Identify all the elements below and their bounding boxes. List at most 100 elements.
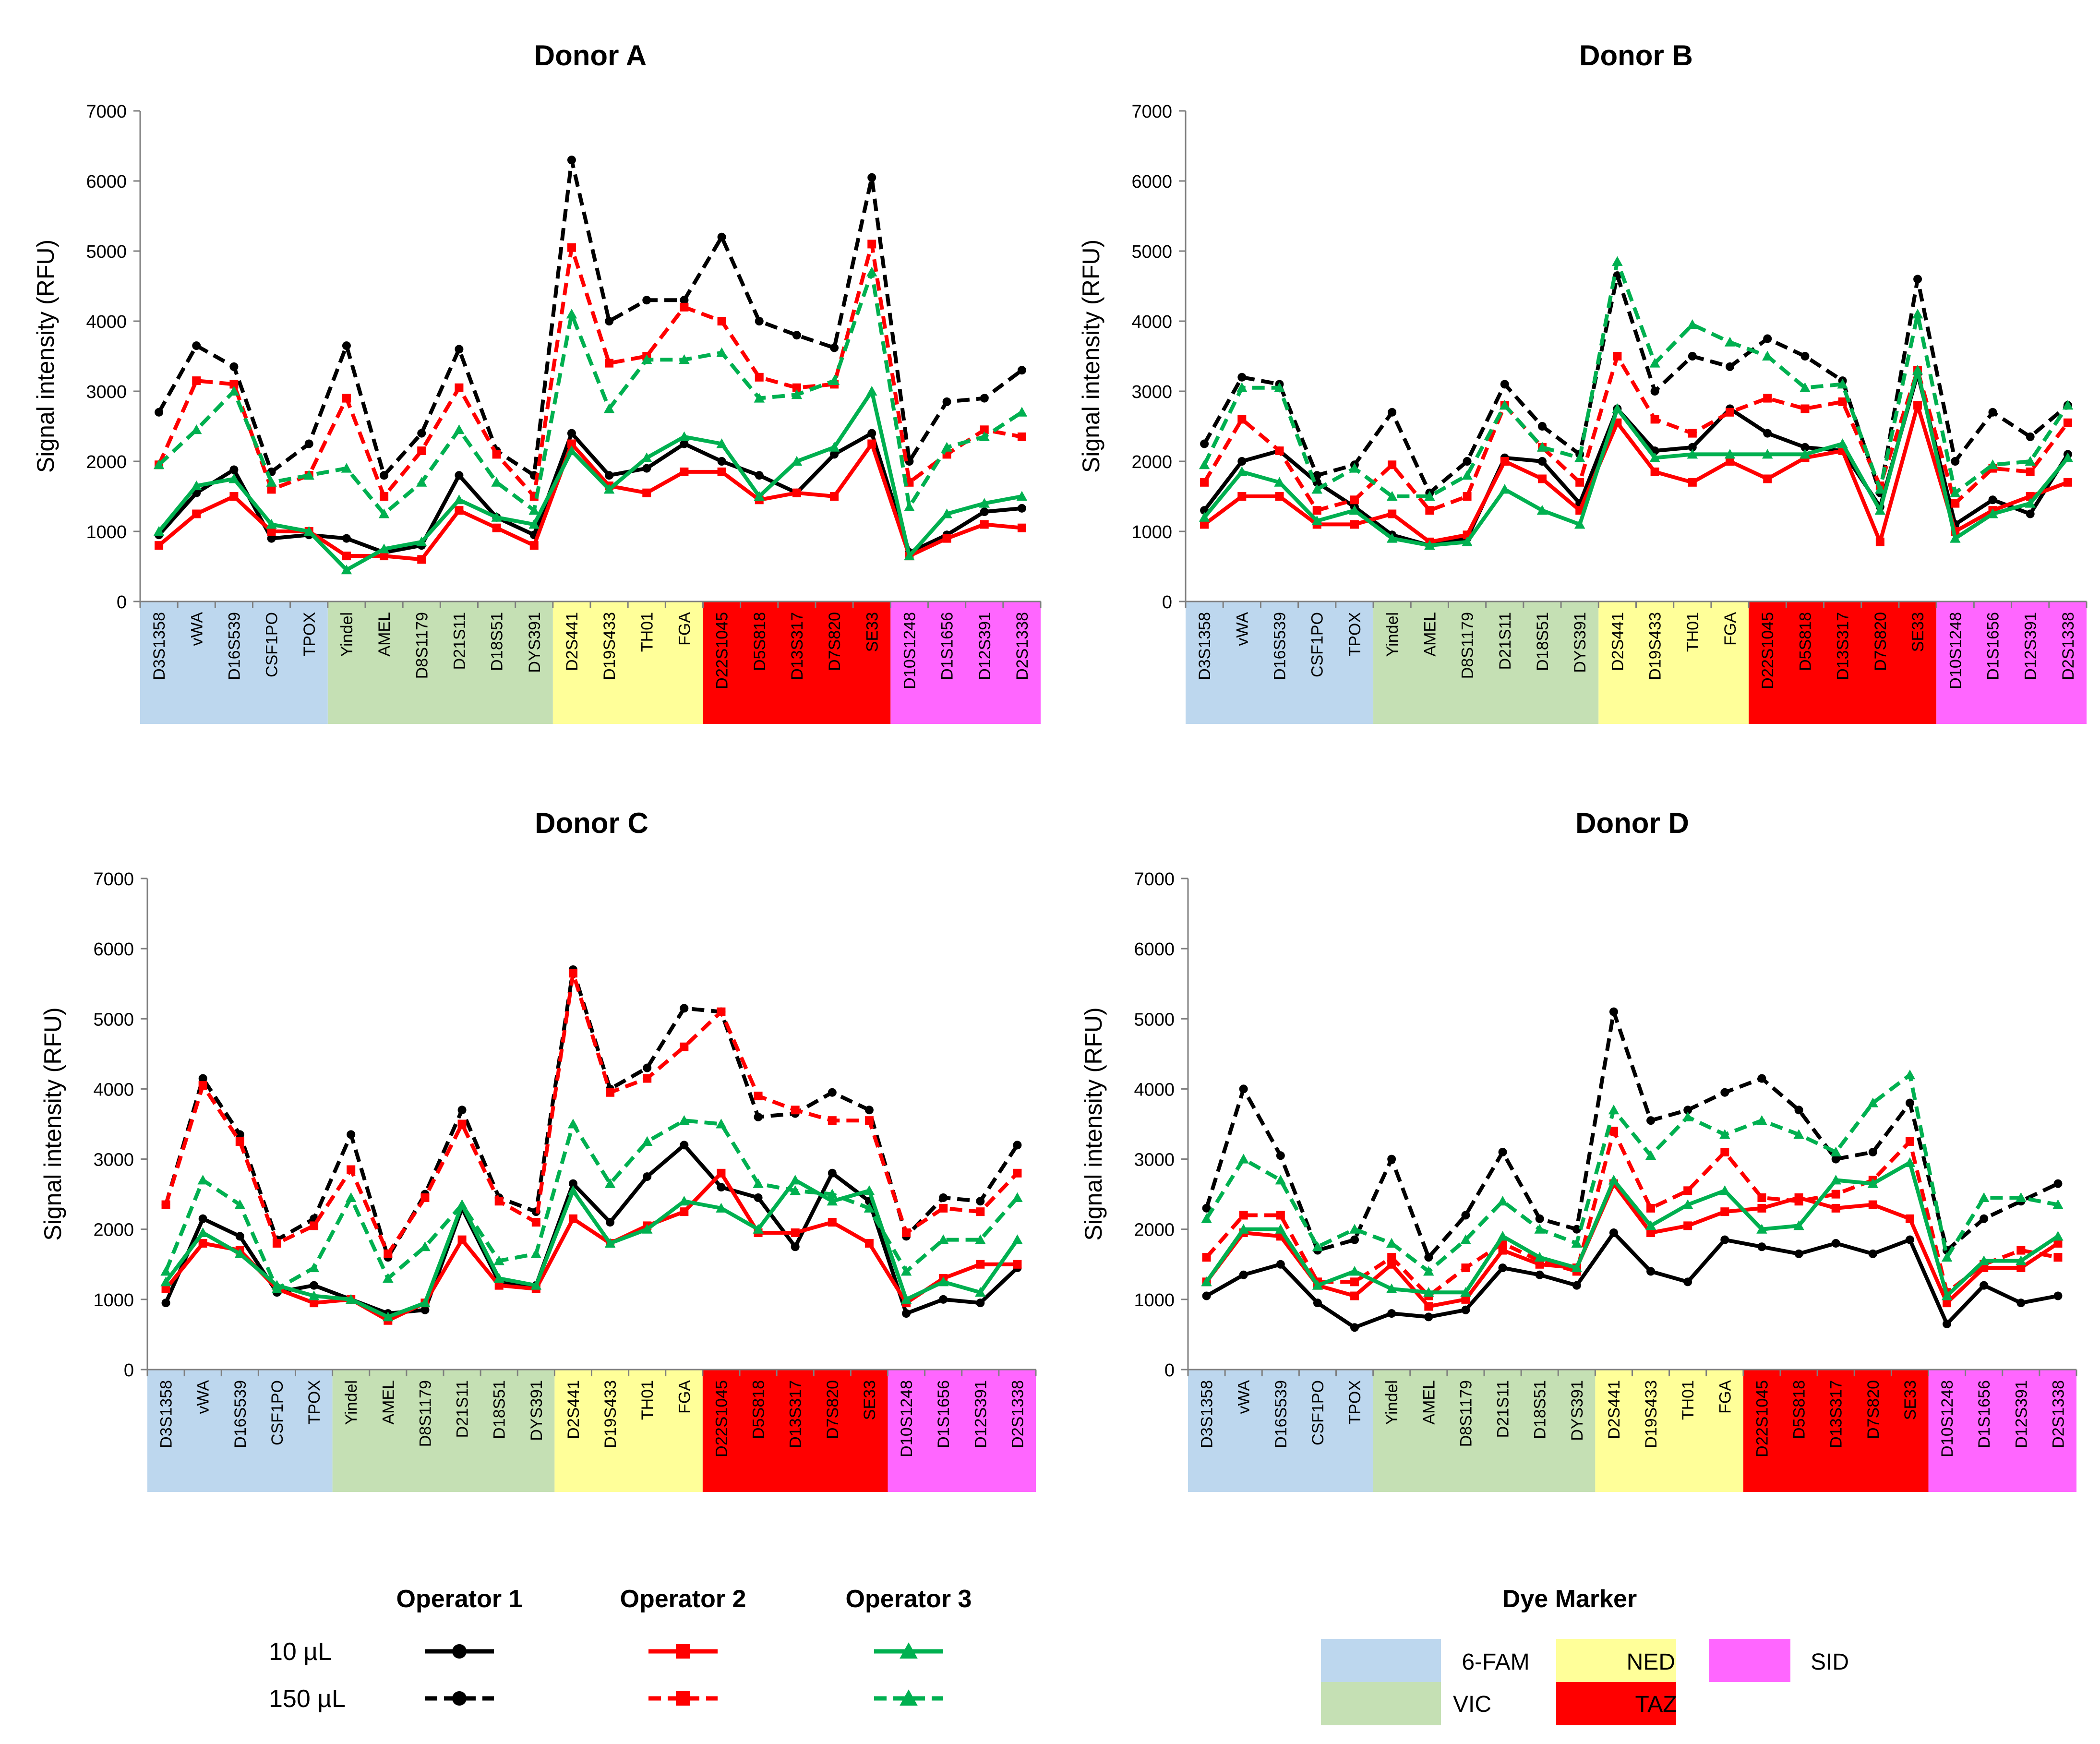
y-tick-label: 3000: [1134, 1150, 1175, 1170]
x-tick-label: D10S1248: [900, 612, 919, 689]
data-point: [939, 1295, 948, 1304]
y-tick-label: 3000: [93, 1150, 134, 1170]
x-tick-label: AMEL: [379, 1380, 397, 1425]
y-tick-label: 0: [1162, 592, 1172, 613]
data-point: [1719, 1129, 1730, 1139]
data-point: [530, 1248, 542, 1258]
data-point: [1534, 1224, 1545, 1234]
data-point: [457, 1119, 467, 1129]
data-point: [1387, 1253, 1396, 1262]
x-tick-label: D13S317: [788, 612, 806, 680]
data-point: [1460, 1287, 1471, 1297]
x-tick-label: D2S1338: [1008, 1380, 1027, 1448]
data-point: [1646, 1228, 1656, 1238]
data-point: [1500, 457, 1509, 466]
data-point: [1202, 1253, 1211, 1262]
data-point: [1757, 1203, 1766, 1213]
data-point: [1386, 533, 1398, 543]
data-point: [1574, 452, 1585, 462]
data-point: [1017, 432, 1026, 441]
data-point: [1275, 446, 1284, 456]
data-point: [754, 1193, 763, 1202]
data-point: [790, 1175, 801, 1185]
legend-dye-label: VIC: [1453, 1692, 1491, 1717]
data-point: [1951, 457, 1960, 466]
data-point: [1349, 1266, 1360, 1276]
data-point: [1650, 387, 1659, 396]
x-tick-label: D22S1045: [1759, 612, 1777, 689]
series-line: [164, 967, 1019, 1260]
data-point: [235, 1232, 244, 1241]
x-tick-label: TPOX: [1346, 612, 1364, 657]
data-point: [1423, 1266, 1434, 1276]
x-tick-label: D16S539: [1272, 1380, 1290, 1448]
data-point: [680, 439, 689, 448]
x-tick-label: D8S1179: [416, 1380, 434, 1447]
x-tick-label: D3S1358: [150, 612, 168, 680]
data-point: [457, 1235, 467, 1244]
data-point: [1461, 1305, 1470, 1314]
data-point: [345, 1294, 357, 1304]
data-point: [828, 375, 840, 385]
data-point: [1239, 1270, 1248, 1279]
data-point: [717, 317, 726, 325]
data-point: [1688, 443, 1697, 452]
series-4: [155, 240, 1026, 501]
x-tick-label: CSF1PO: [268, 1380, 287, 1445]
data-point: [864, 1106, 874, 1115]
data-point: [229, 362, 239, 371]
data-point: [1683, 1106, 1692, 1115]
data-point: [680, 302, 689, 312]
x-tick-label: SE33: [1901, 1380, 1920, 1420]
data-point: [754, 491, 765, 501]
data-point: [1276, 1151, 1285, 1160]
legend-volume-label: 150 µL: [269, 1685, 346, 1713]
data-point: [603, 403, 615, 413]
data-point: [1534, 1251, 1545, 1262]
data-point: [567, 1185, 579, 1195]
dye-group-box-6-fam: [1186, 601, 1374, 724]
data-point: [867, 429, 876, 438]
x-tick-label: AMEL: [375, 612, 394, 657]
data-point: [1535, 1214, 1544, 1223]
data-point: [272, 1239, 281, 1248]
y-tick-label: 0: [117, 592, 127, 613]
x-tick-label: D8S1179: [1459, 612, 1477, 679]
data-point: [1830, 1175, 1841, 1185]
data-point: [568, 1179, 577, 1188]
data-point: [197, 1175, 208, 1185]
legend-dye-swatch-sid: [1709, 1639, 1790, 1682]
series-6: [1199, 256, 2074, 501]
data-point: [1276, 1211, 1285, 1220]
data-point: [1239, 1084, 1248, 1094]
data-point: [864, 1116, 874, 1125]
x-tick-label: FGA: [1721, 612, 1740, 646]
x-tick-label: D7S820: [1872, 612, 1890, 671]
data-point: [491, 477, 502, 487]
data-point: [1867, 1097, 1879, 1107]
data-point: [1943, 1299, 1952, 1308]
dye-group-box-taz: [703, 601, 891, 724]
data-point: [716, 1119, 727, 1129]
data-point: [605, 317, 614, 325]
data-point: [2053, 1179, 2063, 1188]
x-tick-label: SE33: [863, 612, 881, 652]
chart-panel-4: Donor D Signal intensity (RFU) 0 1000 2000 30…: [1080, 807, 2077, 1492]
x-tick-label: D5S818: [751, 612, 769, 671]
data-point: [942, 397, 951, 406]
y-tick-label: 1000: [93, 1290, 134, 1311]
data-point: [1274, 477, 1285, 487]
data-point: [1726, 362, 1735, 371]
data-point: [1794, 1249, 1803, 1258]
data-point: [1012, 1234, 1023, 1244]
data-point: [1794, 1197, 1803, 1206]
data-point: [342, 534, 351, 543]
data-point: [380, 492, 389, 501]
data-point: [980, 507, 989, 517]
data-point: [642, 464, 651, 473]
data-point: [2025, 498, 2036, 508]
data-point: [1943, 1320, 1952, 1329]
data-point: [1388, 408, 1397, 417]
x-tick-label: D2S1338: [2049, 1380, 2067, 1448]
x-tick-label: vWA: [194, 1380, 213, 1414]
